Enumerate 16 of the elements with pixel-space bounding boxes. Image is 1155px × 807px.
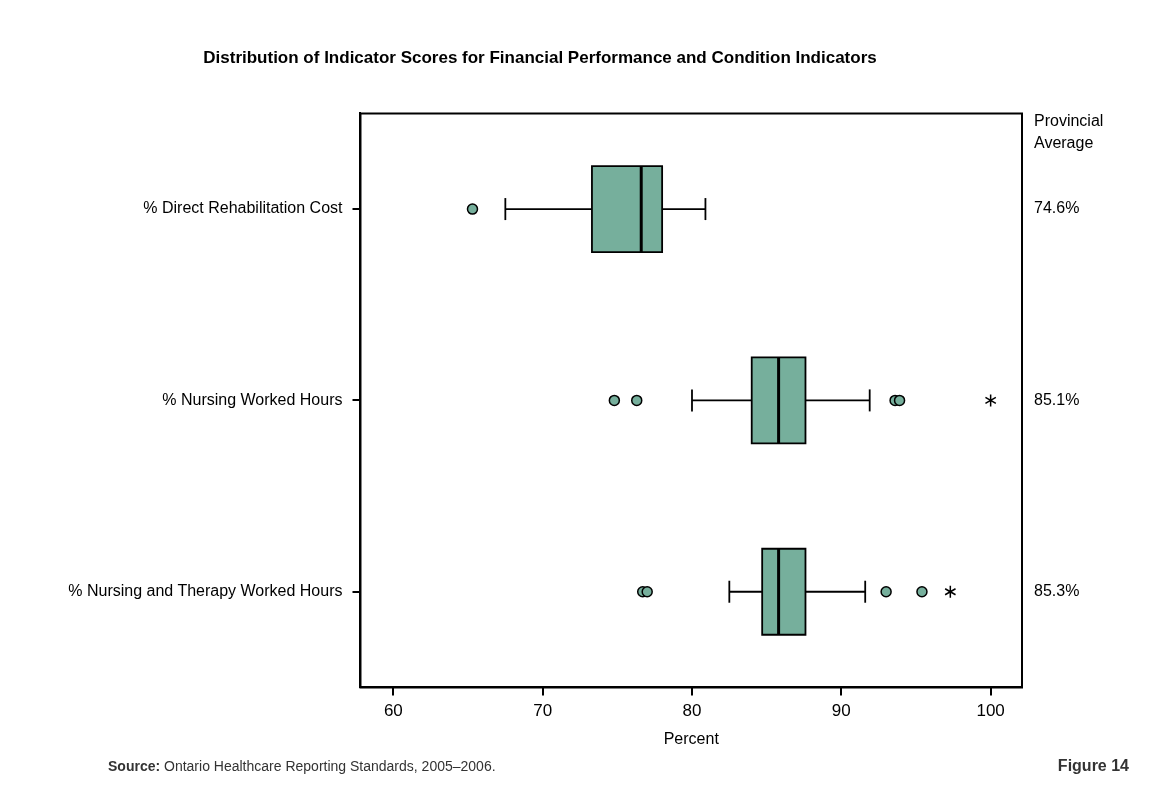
x-tick-label: 60 (383, 701, 403, 721)
y-tick-label: % Nursing and Therapy Worked Hours (68, 582, 343, 600)
x-tick-label: 90 (831, 701, 851, 721)
text: 85.1% (1034, 390, 1080, 408)
y-tick-label: % Direct Rehabilitation Cost (143, 199, 344, 217)
text: Provincial Average (1034, 111, 1104, 151)
text: 85.3% (1034, 582, 1080, 600)
x-tick-label: 80 (682, 701, 702, 721)
text: 74.6% (1034, 199, 1080, 217)
chart-title: Distribution of Indicator Scores for Financial Performance and Condition Indicators (203, 47, 877, 67)
x-tick-label: 100 (976, 701, 1005, 721)
x-axis-title: Percent (663, 729, 720, 747)
y-tick-label: % Nursing Worked Hours (162, 390, 343, 408)
caption: Figure 14 (1057, 757, 1129, 775)
x-tick-label: 70 (533, 701, 553, 721)
source-note: Source: Ontario Healthcare Reporting Standards, 2005–2006. (108, 758, 496, 774)
